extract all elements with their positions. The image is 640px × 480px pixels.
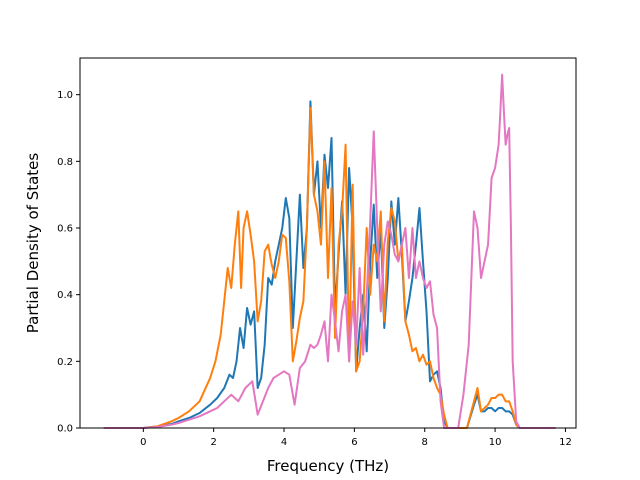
- y-tick-label: 1.0: [57, 90, 73, 101]
- y-axis-label: Partial Density of States: [24, 153, 42, 334]
- y-tick-label: 0.8: [57, 157, 73, 168]
- y-tick-label: 0.4: [57, 290, 73, 301]
- y-tick-label: 0.0: [57, 424, 73, 435]
- plot-area: [79, 57, 577, 429]
- series-group: [103, 73, 556, 429]
- x-axis-label: Frequency (THz): [267, 457, 389, 475]
- y-tick-label: 0.2: [57, 357, 73, 368]
- x-tick-label: 10: [489, 437, 502, 448]
- x-tick-label: 2: [210, 437, 216, 448]
- axes-frame: [79, 57, 577, 429]
- x-ticks: 0 2 4 6 8 10 12: [140, 428, 572, 448]
- x-tick-label: 8: [422, 437, 428, 448]
- x-tick-label: 6: [351, 437, 357, 448]
- y-ticks: 0.0 0.2 0.4 0.6 0.8 1.0: [57, 90, 80, 435]
- x-tick-label: 4: [281, 437, 287, 448]
- x-tick-label: 12: [559, 437, 572, 448]
- y-tick-label: 0.6: [57, 224, 73, 235]
- series-line-3: [103, 73, 556, 429]
- x-tick-label: 0: [140, 437, 146, 448]
- series-line-2: [103, 107, 556, 429]
